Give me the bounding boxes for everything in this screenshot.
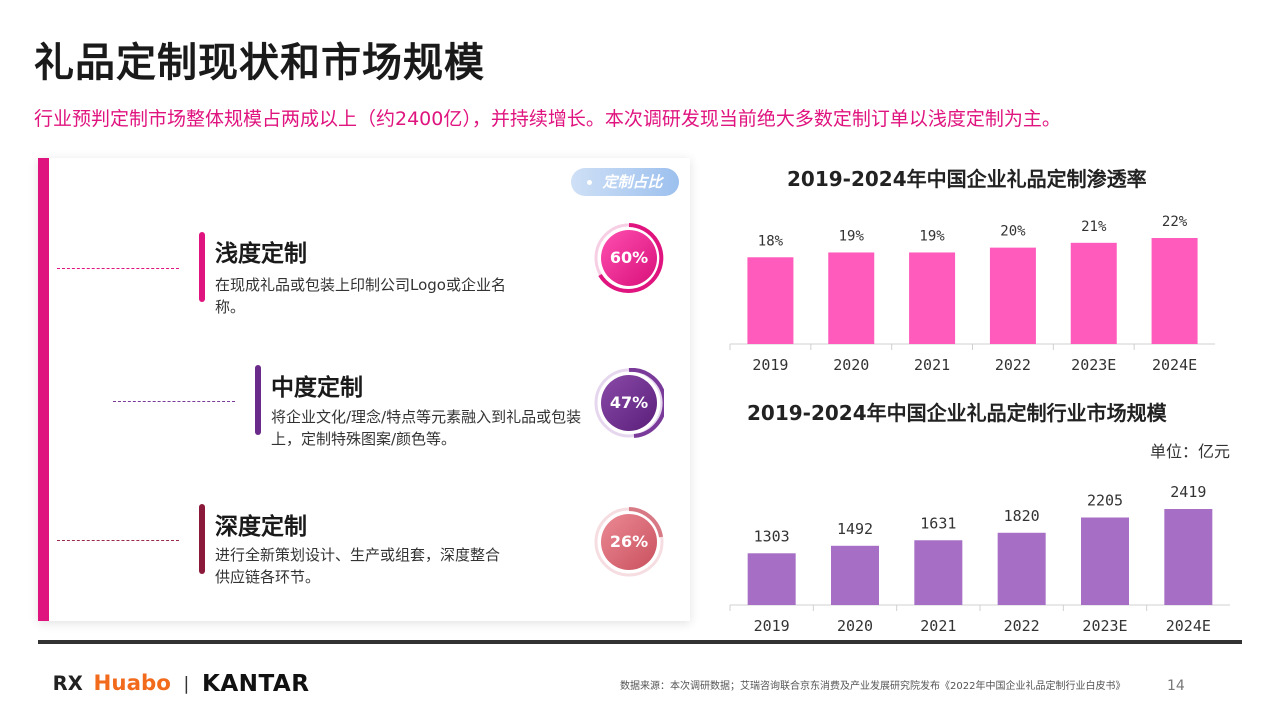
ring-arc bbox=[628, 368, 664, 438]
level-name: 深度定制 bbox=[215, 514, 307, 540]
unit-label: 单位：亿元 bbox=[1150, 442, 1231, 461]
x-tick-label: 2020 bbox=[833, 356, 869, 374]
level-bar bbox=[199, 232, 205, 302]
ring-arc bbox=[598, 223, 664, 293]
data-label: 2205 bbox=[1087, 491, 1123, 509]
data-label: 22% bbox=[1162, 214, 1188, 230]
customization-card: 定制占比 浅度定制 在现成礼品或包装上印制公司Logo或企业名称。 60% 中度… bbox=[38, 158, 690, 621]
source-note: 数据来源：本次调研数据；艾瑞咨询联合京东消费及产业发展研究院发布《2022年中国… bbox=[620, 681, 1126, 692]
x-tick-label: 2021 bbox=[914, 356, 950, 374]
percent-label: 47% bbox=[609, 393, 649, 412]
data-label: 1631 bbox=[920, 514, 956, 532]
x-tick-label: 2019 bbox=[754, 617, 790, 635]
bar-2021 bbox=[914, 540, 963, 605]
bar-2024E bbox=[1164, 509, 1213, 605]
level-desc: 进行全新策划设计、生产或组套，深度整合供应链各环节。 bbox=[215, 546, 501, 586]
x-tick-label: 2023E bbox=[1071, 356, 1116, 374]
data-label: 21% bbox=[1081, 219, 1107, 235]
tag-label: 定制占比 bbox=[602, 173, 663, 191]
brand-logos: RX Huabo | KANTAR bbox=[53, 671, 309, 697]
bar-2021 bbox=[909, 252, 956, 344]
bar-2020 bbox=[828, 252, 875, 344]
chart2-title: 2019-2024年中国企业礼品定制行业市场规模 bbox=[747, 401, 1167, 425]
bar-2020 bbox=[831, 545, 879, 605]
level-desc: 在现成礼品或包装上印制公司Logo或企业名称。 bbox=[215, 276, 506, 316]
data-label: 1303 bbox=[754, 527, 790, 545]
penetration-chart: 18% 2019 19% 2020 19% 2021 20% 2022 21% 2023E 22% 2… bbox=[729, 214, 1215, 374]
bar-2022 bbox=[989, 247, 1036, 344]
data-label: 19% bbox=[839, 228, 865, 244]
data-label: 19% bbox=[919, 228, 945, 244]
dashed-connector bbox=[57, 268, 179, 269]
data-label: 1492 bbox=[837, 520, 873, 538]
page-number: 14 bbox=[1167, 678, 1185, 694]
x-tick-label: 2022 bbox=[1004, 617, 1040, 635]
x-tick-label: 2024E bbox=[1166, 617, 1211, 635]
logo-separator: | bbox=[183, 674, 189, 694]
kantar-logo: KANTAR bbox=[202, 671, 309, 697]
x-tick-label: 2020 bbox=[837, 617, 873, 635]
bar-2022 bbox=[997, 532, 1046, 605]
data-label: 2419 bbox=[1170, 483, 1206, 501]
chart1-title: 2019-2024年中国企业礼品定制渗透率 bbox=[787, 167, 1147, 191]
customization-share-tag: 定制占比 bbox=[571, 168, 679, 196]
data-label: 18% bbox=[758, 233, 784, 249]
percent-label: 26% bbox=[609, 532, 649, 551]
dashed-connector bbox=[113, 401, 235, 402]
level-bar bbox=[255, 365, 261, 435]
level-name: 中度定制 bbox=[271, 375, 363, 401]
bar-2024E bbox=[1151, 238, 1198, 344]
bar-2023E bbox=[1070, 242, 1117, 344]
dot-icon bbox=[587, 180, 593, 185]
ring-center bbox=[601, 514, 657, 570]
svg-text:RX: RX bbox=[53, 672, 83, 695]
percent-label: 60% bbox=[609, 248, 649, 267]
card-accent-bar bbox=[38, 158, 49, 621]
percent-ring-deep bbox=[594, 507, 664, 577]
bar-2023E bbox=[1081, 517, 1129, 605]
data-label: 20% bbox=[1000, 224, 1026, 240]
data-label: 1820 bbox=[1004, 507, 1040, 525]
bar-2019 bbox=[747, 257, 794, 344]
market-size-chart: 1303 2019 1492 2020 1631 2021 1820 2022 2205 2023… bbox=[729, 483, 1230, 635]
percent-ring-shallow bbox=[594, 223, 664, 293]
page-subtitle: 行业预判定制市场整体规模占两成以上（约2400亿），并持续增长。本次调研发现当前… bbox=[34, 108, 1061, 130]
x-tick-label: 2022 bbox=[995, 356, 1031, 374]
bar-2019 bbox=[747, 553, 796, 605]
ring-center bbox=[601, 230, 657, 286]
x-tick-label: 2019 bbox=[752, 356, 788, 374]
x-tick-label: 2021 bbox=[920, 617, 956, 635]
x-tick-label: 2024E bbox=[1152, 356, 1197, 374]
huabo-logo: Huabo bbox=[94, 671, 171, 696]
level-bar bbox=[199, 504, 205, 574]
ring-arc bbox=[628, 507, 663, 538]
page-title: 礼品定制现状和市场规模 bbox=[34, 40, 485, 86]
level-name: 浅度定制 bbox=[215, 241, 307, 267]
level-desc: 将企业文化/理念/特点等元素融入到礼品或包装上，定制特殊图案/颜色等。 bbox=[271, 408, 582, 448]
huabo-logo-mark: RX bbox=[53, 672, 83, 695]
ring-center bbox=[601, 375, 657, 431]
x-tick-label: 2023E bbox=[1082, 617, 1127, 635]
bottom-rule bbox=[38, 640, 1242, 644]
dashed-connector bbox=[57, 540, 179, 541]
percent-ring-medium bbox=[594, 368, 664, 438]
